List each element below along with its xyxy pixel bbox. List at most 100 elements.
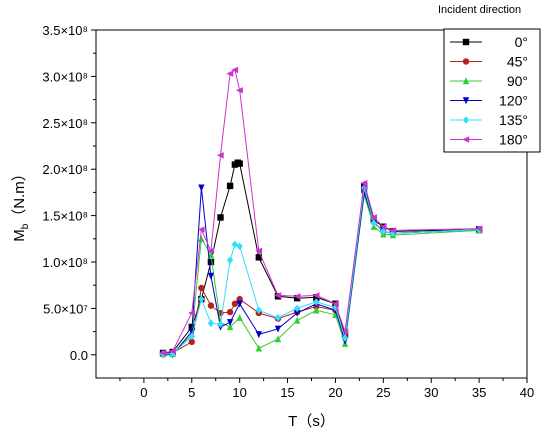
legend-label: 120°: [499, 93, 528, 109]
data-point: [312, 292, 320, 299]
data-point: [168, 347, 176, 355]
data-point: [360, 179, 368, 187]
legend-marker: [462, 136, 470, 143]
y-tick-label: 3.5×10⁸: [42, 23, 88, 38]
y-tick-label: 2.0×10⁸: [42, 162, 88, 177]
series-line: [162, 69, 480, 354]
data-point: [198, 235, 205, 242]
data-point: [274, 335, 282, 343]
data-point: [293, 309, 301, 317]
data-point: [169, 350, 176, 358]
data-point: [370, 214, 377, 221]
data-point: [235, 87, 243, 94]
data-point: [255, 254, 263, 261]
data-point: [198, 184, 205, 192]
y-tick-label: 5.0×10⁷: [43, 301, 88, 316]
x-tick-label: 15: [280, 385, 294, 400]
data-point: [236, 313, 243, 321]
data-point: [207, 302, 215, 309]
data-point: [197, 226, 205, 233]
series-line: [163, 187, 480, 356]
legend-label: 45°: [507, 54, 528, 70]
series-5: [159, 66, 483, 357]
data-point: [313, 298, 320, 306]
data-point: [255, 247, 263, 255]
x-tick-label: 40: [520, 385, 534, 400]
data-point: [207, 258, 215, 266]
x-tick-label: 20: [328, 385, 342, 400]
data-point: [188, 332, 195, 340]
legend-marker: [462, 77, 470, 85]
data-point: [293, 316, 301, 324]
data-point: [341, 328, 349, 335]
data-point: [274, 313, 282, 322]
data-point: [389, 227, 397, 234]
x-tick-label: 35: [472, 385, 486, 400]
data-point: [217, 214, 224, 221]
data-point: [207, 247, 215, 255]
data-point: [207, 319, 215, 327]
data-point: [226, 256, 234, 264]
data-point: [255, 331, 263, 339]
data-point: [226, 319, 234, 327]
data-point: [255, 344, 263, 352]
y-tick-label: 0.0: [70, 348, 88, 363]
data-point: [198, 284, 205, 292]
data-point: [188, 309, 195, 317]
data-point: [188, 338, 195, 346]
series-0: [159, 159, 483, 357]
legend-label: 0°: [515, 34, 528, 50]
y-axis-title-unit: （N.m）: [11, 166, 28, 224]
data-point: [207, 250, 215, 258]
data-point: [313, 294, 320, 301]
data-point: [293, 293, 301, 300]
data-point: [226, 323, 234, 331]
data-point: [331, 300, 339, 307]
data-point: [274, 292, 282, 299]
data-point: [313, 306, 320, 314]
data-point: [236, 242, 243, 250]
legend-title: Incident direction: [438, 4, 522, 16]
data-point: [231, 66, 239, 74]
x-tick-label: 0: [140, 385, 147, 400]
data-point: [217, 320, 224, 328]
data-point: [370, 219, 377, 227]
x-tick-label: 25: [376, 385, 390, 400]
data-point: [341, 334, 349, 342]
x-tick-label: 30: [424, 385, 438, 400]
y-axis-title: Mb（N.m）: [11, 166, 31, 242]
y-axis-title-main: M: [11, 229, 28, 242]
legend-label: 180°: [499, 132, 528, 148]
data-point: [207, 272, 215, 280]
legend-label: 90°: [507, 73, 528, 89]
x-tick-label: 5: [188, 385, 195, 400]
data-point: [293, 294, 301, 302]
data-point: [379, 223, 387, 230]
data-point: [236, 160, 243, 167]
legend: 0° 45° 90° 120° 135° 180°: [443, 28, 541, 153]
legend-box: [443, 28, 541, 153]
y-tick-label: 2.5×10⁸: [42, 116, 88, 131]
y-tick-label: 3.0×10⁸: [42, 69, 88, 84]
legend-marker: [462, 58, 470, 65]
legend-marker: [462, 38, 470, 46]
x-axis-title: T（s）: [288, 413, 335, 430]
y-tick-label: 1.0×10⁸: [42, 255, 88, 270]
data-point: [226, 70, 234, 77]
data-point: [159, 349, 167, 357]
data-point: [380, 227, 387, 236]
data-point: [274, 325, 282, 333]
data-point: [226, 182, 234, 190]
legend-marker: [462, 97, 470, 105]
data-point: [255, 306, 263, 314]
data-point: [360, 189, 368, 197]
y-tick-label: 1.5×10⁸: [42, 209, 88, 224]
data-point: [216, 152, 224, 159]
y-axis-title-sub: b: [20, 223, 31, 229]
data-point: [293, 304, 301, 313]
data-point: [231, 240, 239, 249]
legend-label: 135°: [499, 112, 528, 128]
x-tick-label: 10: [232, 385, 246, 400]
data-point: [475, 225, 483, 232]
